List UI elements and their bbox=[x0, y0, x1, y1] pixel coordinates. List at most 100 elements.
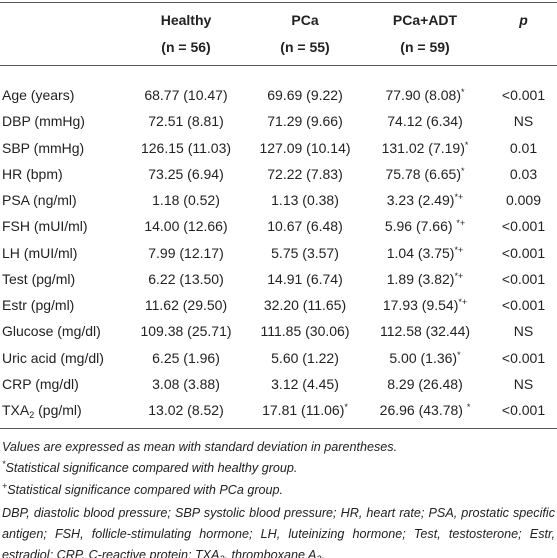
table-cell: 5.75 (3.57) bbox=[250, 244, 360, 262]
table-cell: 0.009 bbox=[490, 191, 557, 209]
column-n: (n = 55) bbox=[250, 38, 360, 56]
row-label: DBP (mmHg) bbox=[2, 112, 85, 130]
table-cell: 13.02 (8.52) bbox=[122, 401, 250, 419]
label-text: Test (pg/ml) bbox=[2, 270, 76, 287]
table-cell: <0.001 bbox=[490, 270, 557, 288]
row-label: SBP (mmHg) bbox=[2, 139, 84, 157]
label-unit: (pg/ml) bbox=[34, 402, 82, 418]
table-cell: <0.001 bbox=[490, 244, 557, 262]
table-cell: 17.81 (11.06)* bbox=[250, 401, 360, 419]
cell-value: 74.12 (6.34) bbox=[387, 113, 463, 130]
table-cell: 6.25 (1.96) bbox=[122, 349, 250, 367]
footnote: DBP, diastolic blood pressure; SBP systo… bbox=[2, 503, 555, 558]
table-cell: 77.90 (8.08)* bbox=[360, 86, 490, 104]
row-label: Estr (pg/ml) bbox=[2, 296, 74, 314]
significance-mark: *+ bbox=[454, 270, 464, 281]
column-n: (n = 56) bbox=[122, 38, 250, 56]
table-cell: <0.001 bbox=[490, 296, 557, 314]
cell-value: 1.18 (0.52) bbox=[152, 192, 220, 208]
significance-mark: * bbox=[344, 402, 348, 412]
cell-value: 5.96 (7.66) bbox=[384, 218, 457, 235]
table-cell: <0.001 bbox=[490, 349, 557, 367]
table-cell: 109.38 (25.71) bbox=[122, 322, 250, 340]
table-cell: NS bbox=[490, 375, 557, 393]
footnote: +Statistical significance compared with … bbox=[2, 480, 555, 501]
cell-value: 32.20 (11.65) bbox=[263, 297, 347, 313]
table-cell: 71.29 (9.66) bbox=[250, 112, 360, 130]
table-cell: 5.96 (7.66) *+ bbox=[360, 217, 490, 235]
label-text: SBP (mmHg) bbox=[2, 139, 85, 156]
cell-value: 5.60 (1.22) bbox=[271, 349, 339, 366]
label-text: Uric acid (mg/dl) bbox=[2, 349, 104, 366]
cell-value: 6.25 (1.96) bbox=[152, 349, 220, 366]
footnote: Values are expressed as mean with standa… bbox=[2, 437, 555, 458]
cell-value: 13.02 (8.52) bbox=[148, 402, 224, 418]
row-label: Glucose (mg/dl) bbox=[2, 322, 101, 340]
cell-value: 126.15 (11.03) bbox=[140, 139, 232, 156]
cell-value: 3.23 (2.49) bbox=[386, 192, 455, 208]
cell-value: 11.62 (29.50) bbox=[144, 297, 228, 313]
bottom-rule bbox=[0, 428, 557, 429]
label-text: DBP (mmHg) bbox=[2, 113, 85, 130]
table-cell: 75.78 (6.65)* bbox=[360, 165, 490, 183]
top-rule bbox=[0, 2, 557, 3]
column-name: PCa+ADT bbox=[392, 12, 458, 28]
cell-value: 14.00 (12.66) bbox=[144, 218, 228, 235]
label-text: TXA bbox=[2, 402, 30, 418]
cell-value: 17.93 (9.54) bbox=[382, 297, 459, 313]
significance-mark: *+ bbox=[454, 192, 464, 202]
cell-value: 1.04 (3.75) bbox=[386, 244, 455, 261]
cell-value: <0.001 bbox=[501, 270, 546, 287]
cell-value: 69.69 (9.22) bbox=[267, 87, 343, 103]
table-cell: 5.00 (1.36)* bbox=[360, 349, 490, 367]
table-cell: 69.69 (9.22) bbox=[250, 86, 360, 104]
label-subscript: 2 bbox=[29, 410, 35, 420]
cell-value: 0.009 bbox=[505, 192, 542, 208]
significance-mark: *+ bbox=[458, 297, 468, 307]
table-cell: 111.85 (30.06) bbox=[250, 322, 360, 340]
cell-value: 71.29 (9.66) bbox=[267, 113, 343, 130]
cell-value: 26.96 (43.78) bbox=[379, 402, 467, 418]
row-label: HR (bpm) bbox=[2, 165, 63, 183]
table-cell: 131.02 (7.19)* bbox=[360, 139, 490, 157]
cell-value: <0.001 bbox=[501, 244, 546, 261]
label-text: Estr (pg/ml) bbox=[2, 297, 75, 313]
column-header: Healthy bbox=[122, 11, 250, 29]
cell-value: 111.85 (30.06) bbox=[260, 323, 350, 340]
cell-value: 7.99 (12.17) bbox=[148, 244, 224, 261]
column-header: PCa+ADT bbox=[360, 11, 490, 29]
label-text: FSH (mUI/ml) bbox=[2, 218, 88, 235]
group-size: (n = 56) bbox=[161, 39, 211, 55]
footnote-text: Statistical significance compared with h… bbox=[5, 461, 298, 475]
footnote-text: Statistical significance compared with P… bbox=[7, 483, 284, 497]
label-text: Age (years) bbox=[2, 87, 75, 103]
group-size: (n = 59) bbox=[400, 39, 450, 55]
cell-value: 10.67 (6.48) bbox=[267, 218, 343, 235]
table-cell: <0.001 bbox=[490, 217, 557, 235]
table-cell: NS bbox=[490, 112, 557, 130]
cell-value: 68.77 (10.47) bbox=[144, 87, 228, 103]
significance-mark: * bbox=[457, 349, 461, 360]
footnote-text: . bbox=[321, 548, 325, 558]
label-text: PSA (ng/ml) bbox=[2, 192, 77, 208]
cell-value: 127.09 (10.14) bbox=[259, 139, 351, 156]
table-cell: 1.18 (0.52) bbox=[122, 191, 250, 209]
cell-value: NS bbox=[513, 113, 534, 130]
table-cell: 6.22 (13.50) bbox=[122, 270, 250, 288]
group-size: (n = 55) bbox=[280, 39, 330, 55]
cell-value: 0.01 bbox=[509, 139, 538, 156]
table-cell: 0.03 bbox=[490, 165, 557, 183]
significance-mark: *+ bbox=[456, 218, 466, 229]
table-cell: 73.25 (6.94) bbox=[122, 165, 250, 183]
row-label: PSA (ng/ml) bbox=[2, 191, 77, 209]
table-cell: 72.22 (7.83) bbox=[250, 165, 360, 183]
table-cell: 8.29 (26.48) bbox=[360, 375, 490, 393]
column-name: PCa bbox=[291, 12, 319, 28]
cell-value: 75.78 (6.65) bbox=[385, 165, 461, 182]
table-cell: 68.77 (10.47) bbox=[122, 86, 250, 104]
cell-value: 1.13 (0.38) bbox=[271, 192, 339, 208]
table-cell: 126.15 (11.03) bbox=[122, 139, 250, 157]
row-label: TXA2 (pg/ml) bbox=[2, 401, 82, 420]
significance-mark: * bbox=[460, 165, 465, 176]
